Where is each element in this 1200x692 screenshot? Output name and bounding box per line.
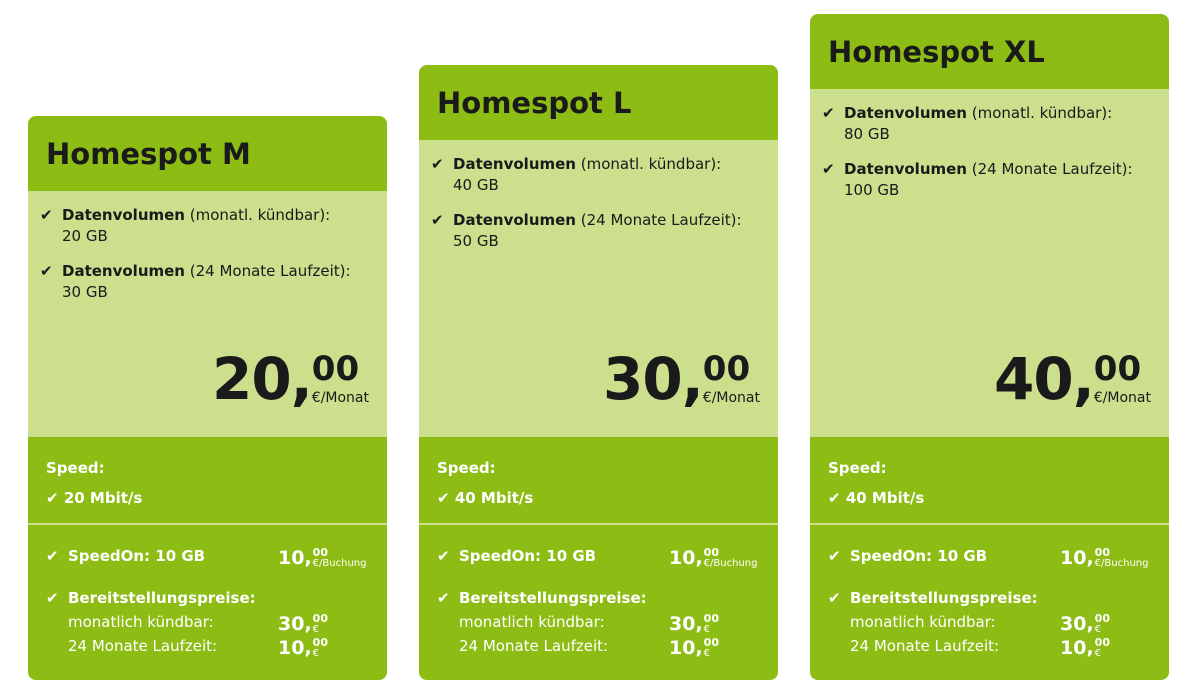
extras-section: ✔ SpeedOn: 10 GB 10, 00 €/Buchung ✔ Bereitst… (810, 525, 1169, 680)
plan-title: Homespot M (28, 116, 387, 191)
monthly-price: 40, 00 €/Monat (994, 345, 1151, 413)
check-icon: ✔ (828, 589, 841, 607)
speed-section: Speed: ✔ 40 Mbit/s (419, 437, 778, 523)
check-icon: ✔ (40, 262, 53, 280)
plan-card-m[interactable]: Homespot M ✔ Datenvolumen (monatl. kündba… (28, 116, 387, 680)
check-icon: ✔ (46, 547, 59, 565)
feature-24-months: ✔ Datenvolumen (24 Monate Laufzeit): 100 G… (822, 160, 1133, 199)
feature-24-months: ✔ Datenvolumen (24 Monate Laufzeit): 30 GB (40, 262, 351, 301)
speed-section: Speed: ✔ 40 Mbit/s (810, 437, 1169, 523)
check-icon: ✔ (828, 547, 841, 565)
feature-monthly: ✔ Datenvolumen (monatl. kündbar): 80 GB (822, 104, 1113, 143)
plan-card-l[interactable]: Homespot L ✔ Datenvolumen (monatl. kündba… (419, 65, 778, 680)
monthly-price: 20, 00 €/Monat (212, 345, 369, 413)
feature-monthly: ✔ Datenvolumen (monatl. kündbar): 40 GB (431, 155, 722, 194)
extras-section: ✔ SpeedOn: 10 GB 10, 00 €/Buchung ✔ Bereitst… (419, 525, 778, 680)
check-icon: ✔ (437, 589, 450, 607)
speed-section: Speed: ✔ 20 Mbit/s (28, 437, 387, 523)
monthly-price: 30, 00 €/Monat (603, 345, 760, 413)
check-icon: ✔ (46, 489, 59, 507)
plan-title: Homespot XL (810, 14, 1169, 89)
check-icon: ✔ (46, 589, 59, 607)
check-icon: ✔ (437, 489, 450, 507)
extras-section: ✔ SpeedOn: 10 GB 10, 00 €/Buchung ✔ Bereitst… (28, 525, 387, 680)
check-icon: ✔ (828, 489, 841, 507)
check-icon: ✔ (822, 104, 835, 122)
check-icon: ✔ (431, 155, 444, 173)
plan-title: Homespot L (419, 65, 778, 140)
plan-card-xl[interactable]: Homespot XL ✔ Datenvolumen (monatl. kündb… (810, 14, 1169, 680)
check-icon: ✔ (822, 160, 835, 178)
feature-24-months: ✔ Datenvolumen (24 Monate Laufzeit): 50 GB (431, 211, 742, 250)
check-icon: ✔ (437, 547, 450, 565)
check-icon: ✔ (431, 211, 444, 229)
check-icon: ✔ (40, 206, 53, 224)
feature-monthly: ✔ Datenvolumen (monatl. kündbar): 20 GB (40, 206, 331, 245)
